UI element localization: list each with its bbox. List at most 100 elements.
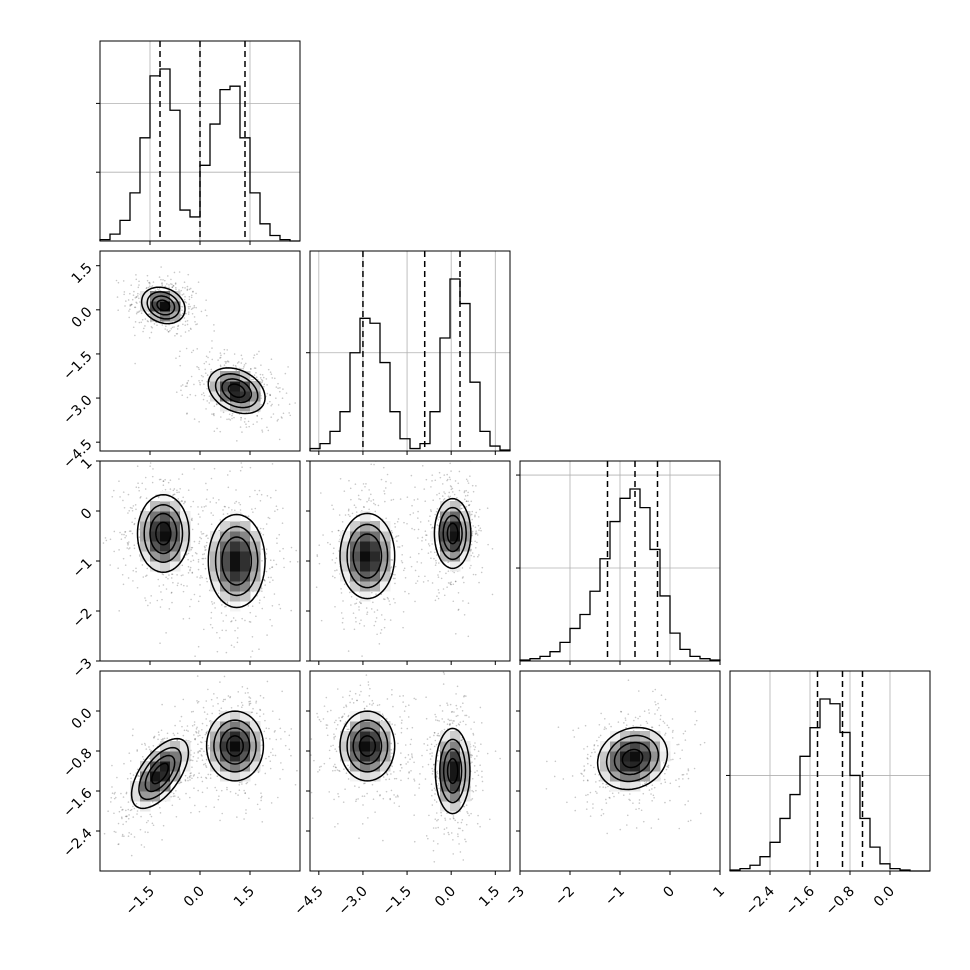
sample-point — [146, 274, 149, 277]
sample-point — [392, 598, 395, 600]
sample-point — [596, 739, 598, 742]
sample-point — [181, 725, 183, 728]
sample-point — [458, 843, 460, 845]
sample-point — [438, 516, 441, 518]
sample-point — [334, 763, 336, 766]
sample-point — [168, 608, 171, 610]
sample-point — [470, 543, 473, 546]
sample-point — [197, 281, 200, 283]
sample-point — [326, 541, 329, 544]
sample-point — [605, 727, 607, 730]
sample-point — [438, 720, 440, 722]
sample-point — [274, 730, 276, 732]
y-tick-label: 1.5 — [69, 260, 96, 287]
density-cell — [170, 291, 181, 302]
sample-point — [624, 717, 627, 719]
sample-point — [241, 686, 244, 688]
sample-point — [236, 362, 239, 364]
sample-point — [646, 722, 649, 724]
sample-point — [162, 279, 164, 281]
sample-point — [400, 731, 403, 734]
sample-point — [474, 515, 476, 518]
sample-point — [206, 380, 208, 383]
sample-point — [413, 761, 415, 764]
sample-point — [392, 498, 395, 501]
density-cell — [180, 521, 191, 532]
sample-point — [290, 609, 293, 612]
density-cell — [220, 521, 231, 532]
sample-point — [427, 520, 430, 522]
sample-point — [127, 299, 130, 301]
sample-point — [442, 499, 445, 501]
sample-point — [271, 377, 274, 379]
sample-point — [130, 284, 132, 287]
sample-point — [382, 598, 385, 600]
sample-point — [441, 495, 444, 497]
sample-point — [182, 590, 185, 593]
sample-point — [358, 694, 361, 696]
sample-point — [180, 335, 182, 337]
sample-point — [267, 516, 270, 519]
sample-point — [435, 776, 438, 778]
sample-point — [450, 488, 453, 491]
sample-point — [384, 618, 386, 621]
sample-point — [180, 314, 183, 317]
sample-point — [127, 801, 130, 803]
sample-point — [472, 732, 474, 735]
sample-point — [478, 554, 480, 556]
sample-point — [193, 723, 196, 726]
sample-point — [598, 736, 600, 739]
sample-point — [458, 724, 461, 726]
sample-point — [124, 530, 127, 533]
sample-point — [135, 274, 137, 276]
sample-point — [237, 705, 239, 707]
sample-point — [226, 474, 229, 476]
sample-point — [212, 497, 215, 499]
sample-point — [419, 521, 422, 523]
sample-point — [427, 543, 430, 545]
sample-point — [128, 530, 131, 532]
contour-line — [130, 737, 190, 810]
sample-point — [461, 738, 464, 741]
sample-point — [218, 709, 221, 712]
sample-point — [133, 807, 136, 810]
sample-point — [288, 412, 290, 414]
sample-point — [230, 706, 233, 709]
contour-line — [438, 506, 467, 561]
sample-point — [577, 727, 580, 729]
sample-point — [608, 723, 611, 725]
sample-point — [139, 828, 142, 831]
density-cell — [150, 561, 161, 572]
density-cell — [360, 761, 371, 772]
sample-point — [121, 833, 124, 836]
sample-point — [130, 304, 132, 307]
sample-point — [472, 790, 475, 793]
sample-point — [391, 531, 393, 534]
sample-point — [446, 473, 448, 476]
sample-point — [237, 627, 239, 629]
sample-point — [475, 530, 477, 532]
sample-point — [202, 563, 204, 566]
sample-point — [240, 416, 242, 419]
sample-point — [593, 766, 595, 769]
sample-point — [145, 497, 148, 499]
sample-point — [363, 708, 366, 710]
sample-point — [553, 775, 556, 778]
sample-point — [196, 323, 198, 325]
sample-point — [452, 817, 455, 819]
sample-point — [192, 500, 195, 503]
sample-point — [273, 559, 275, 562]
sample-point — [226, 786, 228, 789]
sample-point — [182, 293, 185, 295]
sample-point — [162, 737, 164, 740]
sample-point — [205, 758, 208, 761]
sample-point — [196, 675, 199, 677]
sample-point — [638, 799, 641, 801]
sample-point — [134, 362, 136, 365]
sample-point — [338, 769, 340, 772]
density-cell — [360, 521, 371, 532]
sample-point — [197, 506, 199, 508]
sample-point — [148, 746, 150, 748]
sample-point — [380, 614, 383, 616]
